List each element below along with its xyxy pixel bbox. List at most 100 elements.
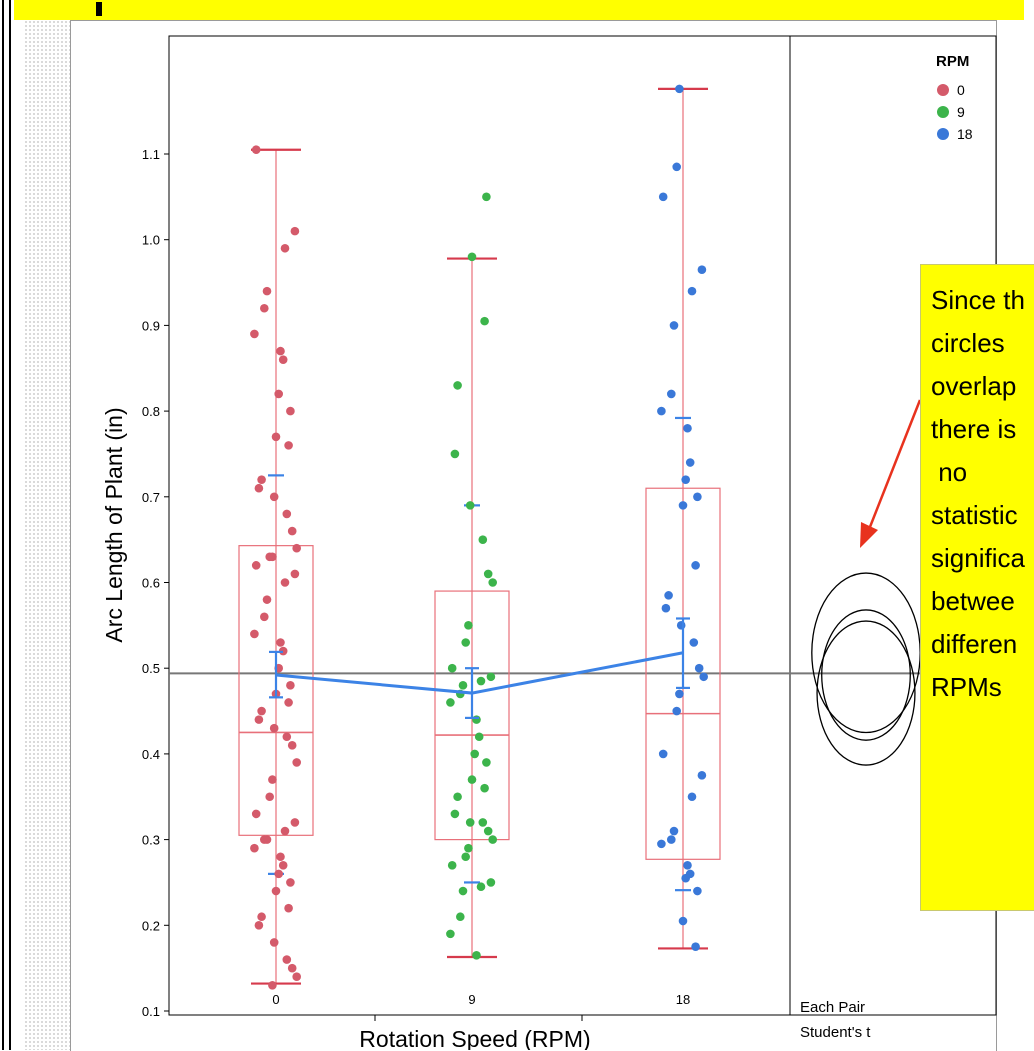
- data-point: [262, 595, 272, 604]
- legend-label: 9: [957, 104, 965, 120]
- data-point: [458, 886, 468, 896]
- data-point: [251, 561, 261, 570]
- data-point: [450, 809, 460, 819]
- data-point: [691, 561, 700, 570]
- legend: RPM 0 9 18: [936, 53, 973, 142]
- data-point: [282, 955, 292, 964]
- box-quartile-rect: [434, 590, 510, 841]
- x-tick-label: 9: [468, 992, 475, 1007]
- annotation-arrow: [866, 399, 922, 533]
- data-point: [282, 509, 292, 519]
- data-point: [667, 389, 676, 399]
- data-point: [675, 689, 684, 699]
- data-point: [292, 758, 302, 767]
- data-point: [250, 843, 259, 853]
- data-point: [284, 903, 293, 913]
- data-point: [282, 732, 292, 742]
- data-point: [488, 578, 498, 587]
- data-point: [661, 603, 671, 613]
- data-point: [287, 526, 297, 536]
- data-point: [472, 715, 481, 724]
- data-point: [658, 749, 668, 759]
- data-point: [446, 929, 455, 939]
- data-point: [476, 882, 486, 892]
- y-tick-label: 0.3: [142, 833, 160, 848]
- data-point: [681, 475, 690, 484]
- y-tick-label: 0.8: [142, 404, 160, 419]
- data-point: [287, 963, 297, 973]
- data-point: [271, 886, 281, 896]
- data-point: [292, 972, 302, 982]
- data-point: [470, 749, 480, 759]
- y-axis-label: Arc Length of Plant (in): [101, 407, 127, 642]
- data-point: [697, 265, 707, 274]
- data-point: [672, 706, 681, 716]
- y-tick-label: 0.6: [142, 576, 160, 591]
- data-point: [269, 938, 279, 947]
- data-point: [687, 286, 697, 296]
- annotation-text: Since th circles overlap there is no sta…: [931, 285, 1025, 702]
- slide-background-pattern: [24, 0, 70, 1050]
- data-point: [450, 449, 460, 459]
- data-point: [268, 980, 277, 990]
- data-point: [676, 621, 686, 630]
- data-point: [257, 475, 266, 484]
- data-point: [290, 226, 300, 236]
- data-point: [290, 818, 300, 827]
- legend-marker: [937, 106, 949, 118]
- x-axis-ticks: 0 9 18: [272, 992, 690, 1021]
- data-point: [274, 869, 284, 879]
- data-point: [447, 861, 457, 870]
- chart-panel: [70, 20, 997, 1051]
- comparison-circle: [816, 620, 916, 766]
- data-point: [472, 950, 481, 960]
- data-point: [461, 638, 471, 647]
- mean-confidence-intervals: [269, 617, 690, 720]
- data-point: [286, 406, 295, 416]
- x-tick-label: 18: [676, 992, 690, 1007]
- data-point: [284, 441, 293, 450]
- data-point: [667, 835, 676, 844]
- data-point: [465, 818, 475, 827]
- data-point: [669, 826, 679, 836]
- comparison-label-each-pair: Each Pair: [800, 999, 865, 1016]
- legend-marker: [937, 84, 949, 96]
- data-point: [257, 912, 266, 922]
- data-point: [280, 578, 290, 587]
- annotation-callout: Since th circles overlap there is no sta…: [920, 264, 1034, 911]
- y-tick-label: 0.2: [142, 918, 160, 933]
- data-point: [276, 346, 285, 356]
- data-point: [276, 852, 285, 862]
- data-point: [250, 629, 259, 639]
- y-tick-label: 0.5: [142, 661, 160, 676]
- data-point: [274, 389, 284, 399]
- data-point: [476, 676, 486, 686]
- data-point: [276, 638, 285, 647]
- data-point: [287, 741, 297, 750]
- data-point: [483, 569, 493, 579]
- data-point: [284, 698, 293, 707]
- data-point: [254, 483, 264, 493]
- data-point: [478, 535, 488, 544]
- data-point: [254, 921, 264, 930]
- legend-label: 0: [957, 82, 965, 98]
- data-point: [685, 458, 695, 467]
- data-point: [657, 839, 666, 849]
- data-point: [269, 723, 279, 733]
- data-point: [683, 423, 692, 433]
- data-point: [678, 501, 688, 510]
- y-tick-label: 0.7: [142, 490, 160, 505]
- data-point: [693, 886, 702, 896]
- data-point: [689, 638, 699, 647]
- box-plots: [238, 87, 721, 985]
- data-point: [465, 501, 475, 510]
- data-point: [480, 316, 489, 326]
- data-point: [483, 826, 493, 836]
- data-point: [447, 663, 457, 673]
- data-points: [250, 84, 708, 990]
- top-banner: [14, 0, 1024, 20]
- data-point: [681, 873, 690, 883]
- y-tick-label: 0.9: [142, 318, 160, 333]
- comparison-label-students-t: Student's t: [800, 1024, 871, 1041]
